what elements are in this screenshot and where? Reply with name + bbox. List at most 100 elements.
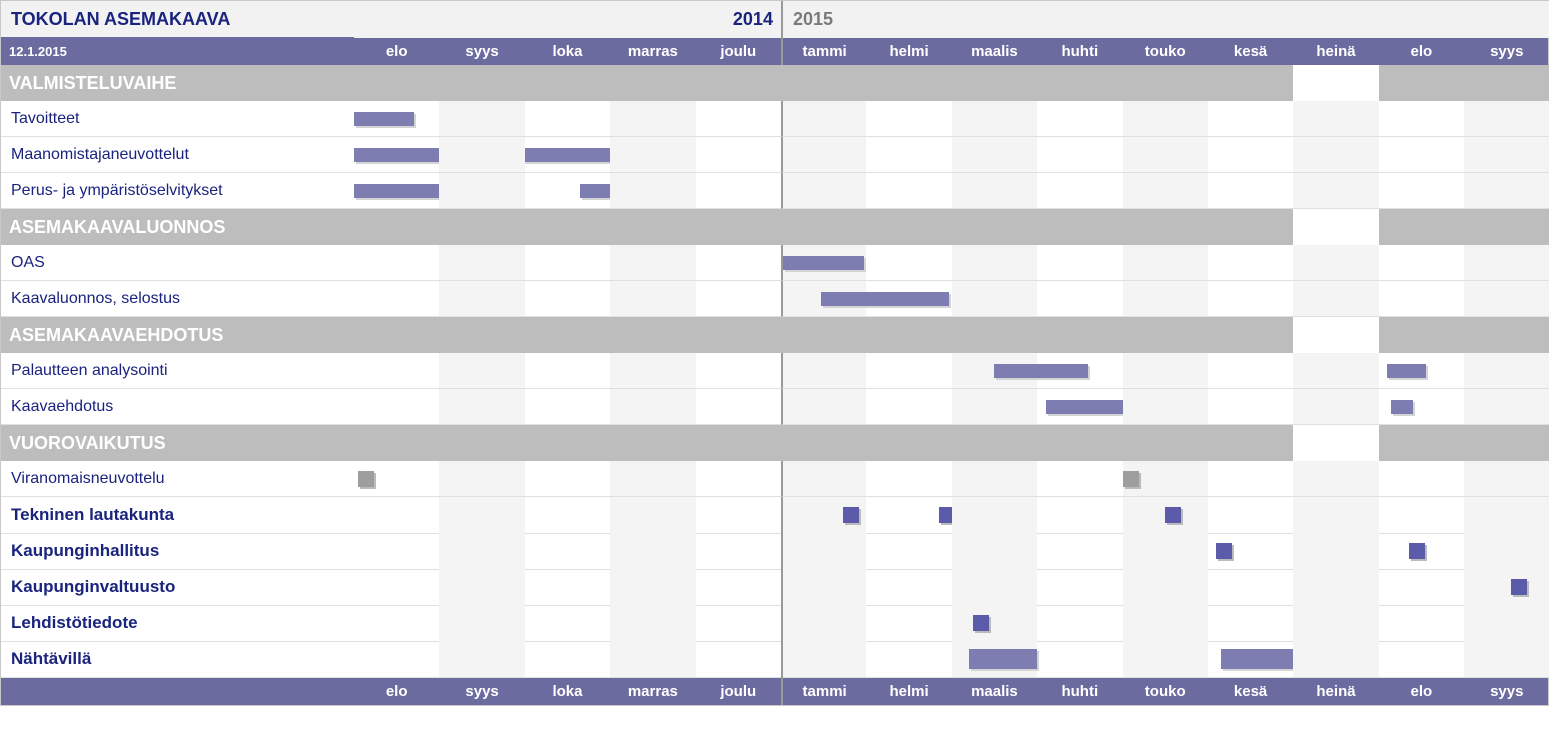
- timeline-cell: [439, 497, 524, 534]
- timeline-cell: [610, 173, 695, 209]
- timeline-cell: [1464, 389, 1549, 425]
- section-cell: [1208, 209, 1293, 245]
- timeline-cell: [866, 137, 951, 173]
- section-cell: [1123, 425, 1208, 461]
- task-label: Kaavaehdotus: [1, 389, 354, 425]
- timeline-cell: [1208, 569, 1293, 606]
- section-cell: [525, 317, 610, 353]
- timeline-cell: [1293, 569, 1378, 606]
- timeline-cell: [1037, 641, 1122, 678]
- timeline-cell: [1037, 353, 1122, 389]
- section-cell: [952, 65, 1037, 101]
- section-cell: [1464, 317, 1549, 353]
- task-label: Perus- ja ympäristöselvitykset: [1, 173, 354, 209]
- timeline-cell: [866, 497, 951, 534]
- timeline-cell: [866, 605, 951, 642]
- title-row: TOKOLAN ASEMAKAAVA20142015: [1, 1, 1548, 37]
- section-cell: [610, 65, 695, 101]
- timeline-cell: [354, 461, 439, 497]
- timeline-cell: [439, 605, 524, 642]
- section-cell: [1293, 65, 1378, 101]
- timeline-cell: [696, 245, 781, 281]
- section-cell: [1037, 317, 1122, 353]
- timeline-cell: [525, 353, 610, 389]
- timeline-cell: [1379, 389, 1464, 425]
- timeline-cell: [354, 245, 439, 281]
- section-cell: [1208, 317, 1293, 353]
- timeline-cell: [610, 533, 695, 570]
- month-cell: kesä: [1208, 37, 1293, 65]
- timeline-cell: [610, 641, 695, 678]
- month-cell: helmi: [866, 37, 951, 65]
- timeline-cell: [1037, 101, 1122, 137]
- timeline-cell: [1293, 461, 1378, 497]
- timeline-cell: [525, 533, 610, 570]
- timeline-cell: [354, 101, 439, 137]
- section-cell: [354, 209, 439, 245]
- timeline-cell: [696, 461, 781, 497]
- timeline-cell: [525, 101, 610, 137]
- milestone-marker: [1123, 471, 1139, 487]
- timeline-cell: [696, 101, 781, 137]
- timeline-cell: [1464, 533, 1549, 570]
- section-cell: [1293, 317, 1378, 353]
- timeline-cell: [525, 569, 610, 606]
- section-cell: [1379, 425, 1464, 461]
- timeline-cell: [781, 533, 866, 570]
- month-cell: maalis: [952, 677, 1037, 705]
- month-cell: loka: [525, 677, 610, 705]
- timeline-cell: [439, 533, 524, 570]
- timeline-cell: [439, 353, 524, 389]
- timeline-cell: [866, 569, 951, 606]
- timeline-cell: [781, 281, 866, 317]
- section-cell: [1123, 65, 1208, 101]
- timeline-cell: [354, 353, 439, 389]
- timeline-cell: [952, 137, 1037, 173]
- timeline-cell: [1208, 389, 1293, 425]
- timeline-cell: [1379, 641, 1464, 678]
- timeline-cell: [1293, 605, 1378, 642]
- timeline-cell: [952, 533, 1037, 570]
- task-row: Lehdistötiedote: [1, 605, 1548, 641]
- timeline-cell: [866, 641, 951, 678]
- month-cell: maalis: [952, 37, 1037, 65]
- timeline-cell: [1293, 281, 1378, 317]
- month-cell: elo: [1379, 677, 1464, 705]
- timeline-cell: [1379, 245, 1464, 281]
- timeline-cell: [952, 389, 1037, 425]
- timeline-cell: [525, 461, 610, 497]
- month-cell: heinä: [1293, 37, 1378, 65]
- timeline-cell: [1464, 101, 1549, 137]
- timeline-cell: [439, 137, 524, 173]
- timeline-cell: [696, 605, 781, 642]
- month-cell: helmi: [866, 677, 951, 705]
- timeline-cell: [781, 173, 866, 209]
- section-cell: [439, 209, 524, 245]
- timeline-cell: [696, 353, 781, 389]
- month-cell: loka: [525, 37, 610, 65]
- footer-label: [1, 677, 354, 705]
- section-cell: [354, 425, 439, 461]
- timeline-cell: [354, 389, 439, 425]
- month-cell: touko: [1123, 37, 1208, 65]
- section-cell: [1037, 209, 1122, 245]
- section-cell: [696, 317, 781, 353]
- timeline-cell: [952, 245, 1037, 281]
- task-row: Tekninen lautakunta: [1, 497, 1548, 533]
- timeline-cell: [610, 245, 695, 281]
- timeline-cell: [952, 281, 1037, 317]
- timeline-cell: [1037, 605, 1122, 642]
- task-label: Maanomistajaneuvottelut: [1, 137, 354, 173]
- section-cell: [525, 425, 610, 461]
- timeline-cell: [354, 569, 439, 606]
- section-row: ASEMAKAAVAEHDOTUS: [1, 317, 1548, 353]
- section-cell: [866, 209, 951, 245]
- timeline-cell: [1037, 173, 1122, 209]
- title-cell: [610, 1, 695, 38]
- timeline-cell: [781, 641, 866, 678]
- timeline-cell: [1123, 137, 1208, 173]
- timeline-cell: [1208, 245, 1293, 281]
- section-cell: [525, 209, 610, 245]
- timeline-cell: [696, 569, 781, 606]
- month-cell: tammi: [781, 677, 866, 705]
